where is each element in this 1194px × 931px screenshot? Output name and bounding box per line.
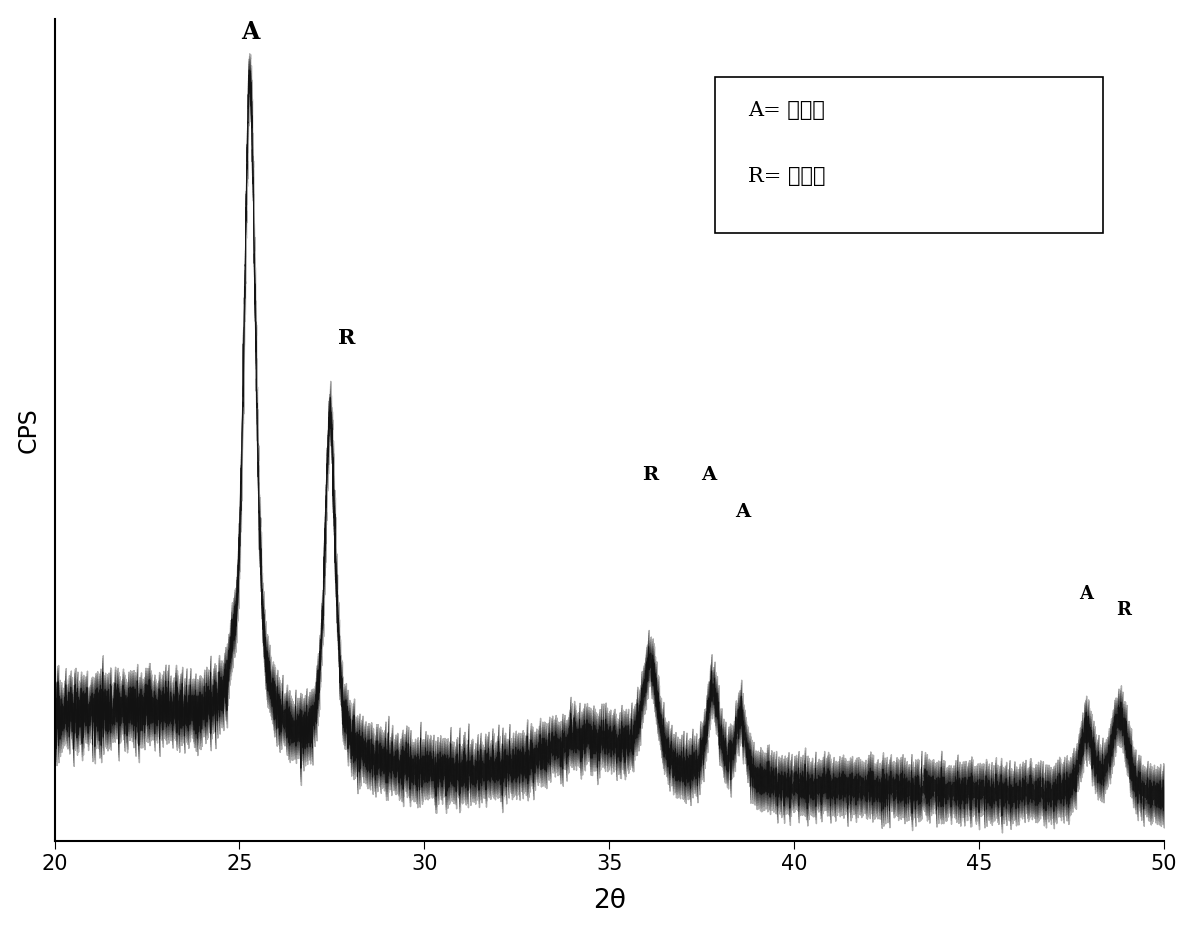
Text: A: A (734, 503, 750, 520)
Y-axis label: CPS: CPS (17, 408, 41, 453)
Text: R: R (1116, 601, 1131, 619)
Text: R: R (642, 466, 658, 483)
Text: A: A (1079, 585, 1094, 603)
Text: A: A (241, 20, 260, 44)
Text: R: R (338, 328, 356, 348)
Bar (715, 76, 1103, 233)
Text: A: A (702, 466, 716, 483)
X-axis label: 2θ: 2θ (592, 888, 626, 914)
Text: A= 锐馔矿: A= 锐馔矿 (747, 101, 825, 120)
Text: R= 金红石: R= 金红石 (747, 168, 825, 186)
